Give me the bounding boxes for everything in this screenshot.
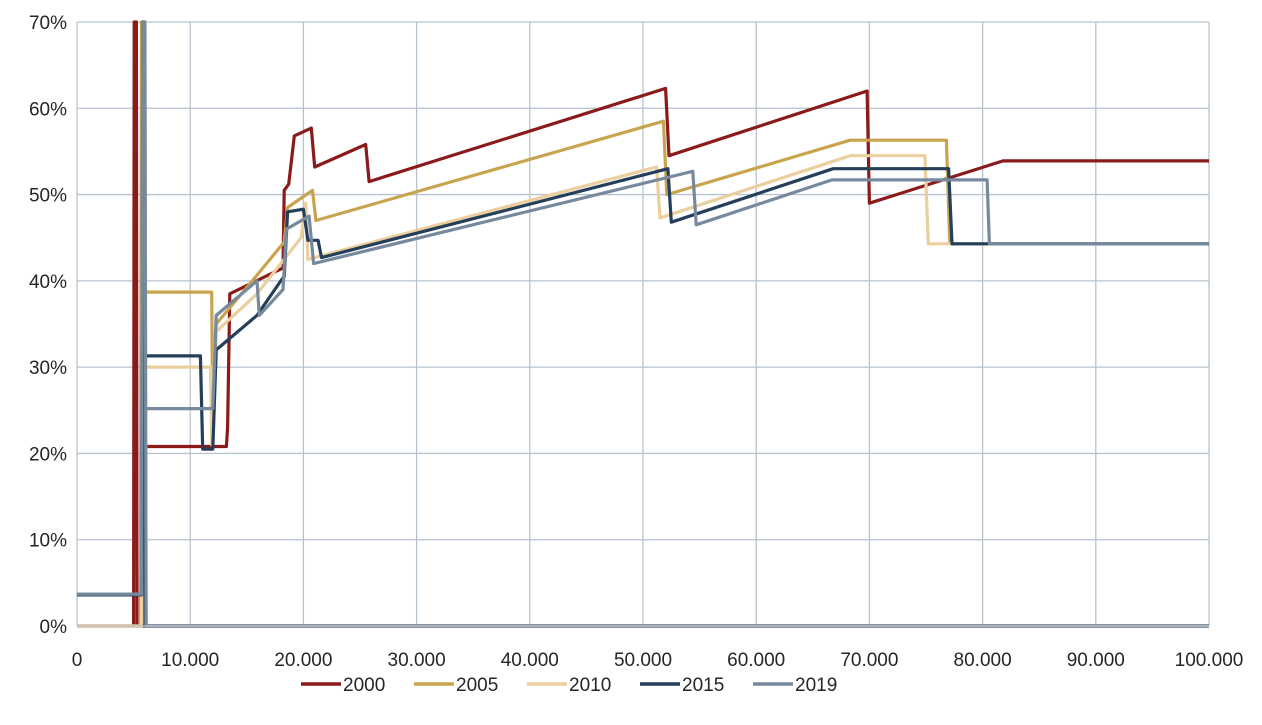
- x-tick-label: 30.000: [388, 650, 446, 671]
- y-tick-label: 40%: [29, 272, 67, 293]
- legend: 2000 2005 2010 2015 2019: [301, 675, 837, 696]
- legend-label: 2000: [343, 675, 385, 696]
- legend-item-2000: 2000: [301, 675, 385, 696]
- y-tick-label: 60%: [29, 99, 67, 120]
- y-tick-label: 0%: [40, 617, 68, 638]
- legend-item-2010: 2010: [527, 675, 611, 696]
- legend-item-2005: 2005: [414, 675, 498, 696]
- x-tick-label: 90.000: [1067, 650, 1125, 671]
- gridlines: [76, 21, 1210, 626]
- legend-label: 2019: [795, 675, 837, 696]
- series-line-2005: [146, 119, 1209, 438]
- legend-label: 2010: [569, 675, 611, 696]
- x-tick-label: 0: [72, 650, 83, 671]
- y-tick-label: 50%: [29, 186, 67, 207]
- y-tick-label: 20%: [29, 444, 67, 465]
- y-tick-label: 30%: [29, 358, 67, 379]
- x-tick-label: 40.000: [501, 650, 559, 671]
- legend-label: 2005: [456, 675, 498, 696]
- series-line-2010: [146, 154, 1209, 447]
- y-tick-label: 10%: [29, 531, 67, 552]
- x-tick-label: 80.000: [954, 650, 1012, 671]
- series-line-2019: [146, 169, 1209, 411]
- y-tick-label: 70%: [29, 13, 67, 34]
- legend-item-2015: 2015: [640, 675, 724, 696]
- legend-item-2019: 2019: [753, 675, 837, 696]
- x-tick-label: 70.000: [840, 650, 898, 671]
- x-tick-label: 10.000: [161, 650, 219, 671]
- x-tick-label: 50.000: [614, 650, 672, 671]
- x-tick-label: 60.000: [727, 650, 785, 671]
- x-tick-label: 20.000: [274, 650, 332, 671]
- series-line-2000: [144, 86, 1209, 449]
- x-tick-label: 100.000: [1175, 650, 1244, 671]
- series-line-2015: [144, 167, 1209, 451]
- legend-label: 2015: [682, 675, 724, 696]
- axes: 0% 10% 20% 30% 40% 50% 60% 70% 0 10.000 20.000 30.0…: [29, 13, 1243, 671]
